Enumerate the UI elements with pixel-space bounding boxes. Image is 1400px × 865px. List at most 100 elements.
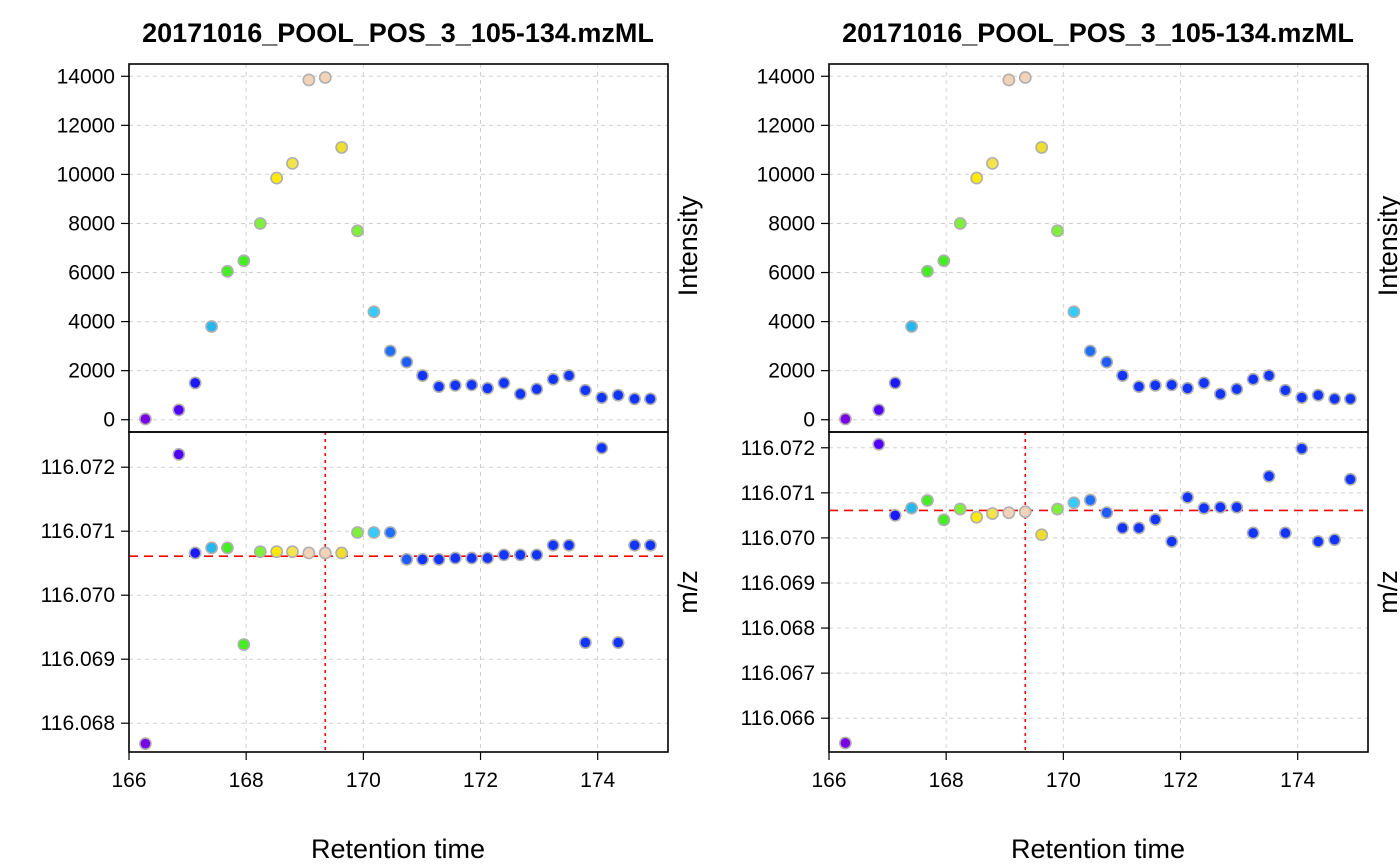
data-point <box>1067 305 1081 319</box>
chart-title: 20171016_POOL_POS_3_105-134.mzML <box>842 18 1354 48</box>
data-point <box>270 171 284 185</box>
data-point <box>205 541 219 555</box>
data-point <box>1148 513 1162 526</box>
data-point <box>1018 71 1032 84</box>
data-point <box>383 526 397 539</box>
data-point <box>953 217 967 230</box>
data-point <box>253 545 267 559</box>
data-point <box>1230 500 1244 514</box>
x-axis-label: Retention time <box>311 834 485 864</box>
data-point <box>1344 392 1357 406</box>
data-point <box>465 378 479 392</box>
data-point <box>139 737 152 751</box>
data-point <box>530 382 544 396</box>
data-point <box>921 264 934 278</box>
data-point <box>1278 383 1292 397</box>
data-point <box>546 538 560 552</box>
data-point <box>1116 521 1129 535</box>
x-tick-label: 166 <box>811 769 846 792</box>
data-point <box>1295 442 1309 456</box>
y-tick-label: 10000 <box>57 163 115 186</box>
data-point <box>432 552 446 566</box>
data-point <box>1165 378 1179 392</box>
data-point <box>237 254 251 268</box>
y-tick-label: 8000 <box>68 212 115 235</box>
x-tick-label: 172 <box>463 769 498 792</box>
chart-2: 20171016_POOL_POS_3_105-134.mzML 0 2000 400… <box>741 18 1400 864</box>
data-point <box>937 513 951 527</box>
data-point <box>1148 378 1162 392</box>
data-point <box>351 224 364 238</box>
y-tick-label: 116.069 <box>741 572 815 595</box>
data-point <box>221 541 234 555</box>
y-tick-label: 116.071 <box>741 482 815 505</box>
data-point <box>1213 387 1227 401</box>
y-tick-label: 116.068 <box>41 712 115 735</box>
data-point <box>302 546 316 560</box>
data-point <box>367 305 381 319</box>
x-tick-label: 168 <box>929 769 964 792</box>
data-point <box>595 391 609 405</box>
data-point <box>1083 493 1097 507</box>
data-point <box>1002 506 1016 520</box>
data-point <box>1051 224 1064 238</box>
y-tick-label: 116.072 <box>741 437 815 460</box>
data-point <box>383 344 397 358</box>
data-point <box>1328 533 1342 547</box>
data-point <box>1197 501 1211 515</box>
data-point <box>1181 490 1194 504</box>
data-point <box>172 447 186 461</box>
data-point <box>318 546 332 560</box>
data-point <box>1116 369 1129 382</box>
data-point <box>497 548 511 562</box>
y-axis-label: Intensity <box>673 195 703 296</box>
data-point <box>1035 528 1049 542</box>
y-tick-label: 8000 <box>768 212 815 235</box>
data-point <box>497 376 511 390</box>
data-point <box>1018 505 1032 519</box>
intensity-panel: 0 2000 4000 6000 8000 10000 12000 14000 Intensit… <box>57 63 703 433</box>
data-point <box>367 526 381 539</box>
data-point <box>1051 502 1064 516</box>
data-point <box>513 548 527 562</box>
y-tick-label: 10000 <box>757 163 815 186</box>
data-point <box>546 372 560 386</box>
data-point <box>221 264 234 278</box>
data-point <box>481 551 494 565</box>
data-point <box>416 552 429 566</box>
data-point <box>302 73 316 87</box>
panel-frame <box>828 63 1369 433</box>
data-point <box>921 494 934 507</box>
data-point <box>888 508 902 522</box>
data-point <box>1083 344 1097 358</box>
data-point <box>1035 141 1049 154</box>
data-point <box>237 638 251 651</box>
x-tick-label: 174 <box>1280 769 1315 792</box>
y-tick-label: 6000 <box>768 262 815 285</box>
y-tick-label: 116.069 <box>41 648 115 671</box>
data-point <box>595 441 609 455</box>
data-point <box>172 403 186 417</box>
y-tick-label: 6000 <box>68 262 115 285</box>
data-point <box>1213 500 1227 514</box>
data-point <box>253 217 267 230</box>
data-point <box>1100 355 1114 369</box>
data-point <box>530 548 544 562</box>
y-tick-label: 0 <box>103 409 115 432</box>
y-axis-label: Intensity <box>1373 195 1400 296</box>
data-point <box>986 156 999 170</box>
data-point <box>416 369 429 382</box>
data-point <box>937 254 951 268</box>
y-tick-label: 116.070 <box>741 527 815 550</box>
data-point <box>513 387 527 401</box>
data-point <box>1197 376 1211 390</box>
data-point <box>1328 392 1342 406</box>
data-point <box>872 403 886 417</box>
data-point <box>351 526 364 539</box>
y-tick-label: 116.071 <box>41 520 115 543</box>
panel-frame <box>128 431 669 753</box>
data-point <box>872 437 886 451</box>
data-point <box>1067 496 1081 510</box>
data-point <box>578 383 592 397</box>
y-tick-label: 2000 <box>68 360 115 383</box>
